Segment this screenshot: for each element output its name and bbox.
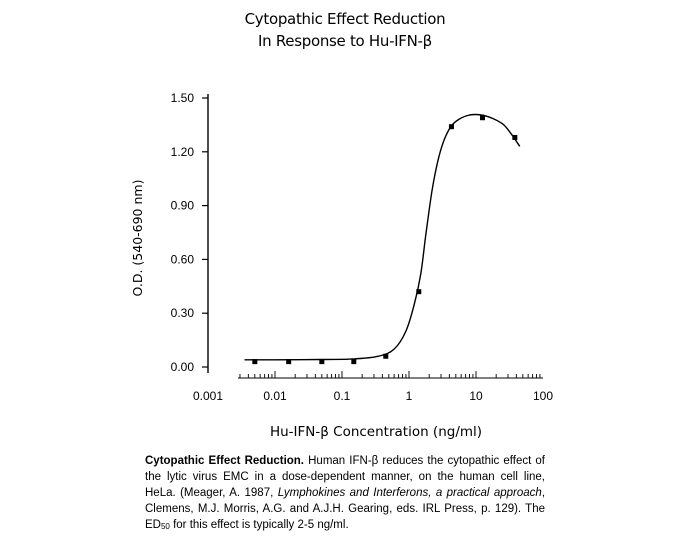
data-point bbox=[448, 124, 454, 130]
caption-subscript: 50 bbox=[160, 522, 170, 531]
y-axis-label: O.D. (540-690 nm) bbox=[130, 180, 145, 297]
y-tick-label: 0.00 bbox=[171, 360, 195, 374]
chart-title-line-1: Cytopathic Effect Reduction bbox=[244, 10, 446, 28]
data-point bbox=[416, 289, 422, 295]
caption-text-2: , Clemens, M.J. Morris, A.G. and A.J.H. … bbox=[145, 487, 546, 531]
caption-bold-lead: Cytopathic Effect Reduction. bbox=[145, 455, 305, 467]
chart-plot: 0.00 0.30 0.60 0.90 1.20 1.50 0.001 0.01 0.1 1 10 1… bbox=[130, 91, 554, 440]
caption-text-1: Human IFN-β reduces the cytopathic effec… bbox=[145, 455, 546, 499]
y-tick-label: 0.30 bbox=[171, 306, 195, 320]
caption-italic-title: Lymphokines and Interferons, a practical… bbox=[277, 487, 542, 499]
y-tick-label: 0.90 bbox=[171, 199, 195, 213]
x-tick-label: 10 bbox=[469, 389, 483, 403]
data-point bbox=[351, 359, 357, 365]
figure-caption: Cytopathic Effect Reduction. Human IFN-β… bbox=[145, 453, 545, 535]
x-tick-label: 0.001 bbox=[193, 389, 223, 403]
chart-title: Cytopathic Effect Reduction In Response … bbox=[0, 8, 690, 52]
axis-ticks: 0.00 0.30 0.60 0.90 1.20 1.50 0.001 0.01 0.1 1 10 1… bbox=[171, 91, 554, 403]
data-point bbox=[512, 134, 518, 140]
y-tick-label: 1.20 bbox=[171, 145, 195, 159]
data-point bbox=[383, 353, 389, 359]
data-point bbox=[286, 359, 292, 365]
data-point bbox=[252, 359, 258, 365]
chart-title-line-2: In Response to Hu-IFN-β bbox=[258, 32, 432, 50]
x-tick-label: 0.01 bbox=[263, 389, 287, 403]
fit-curve bbox=[244, 113, 521, 361]
y-tick-label: 0.60 bbox=[171, 252, 195, 266]
data-points-layer bbox=[252, 115, 518, 365]
y-tick-label: 1.50 bbox=[171, 91, 195, 105]
x-tick-label: 1 bbox=[406, 389, 413, 403]
data-point bbox=[319, 359, 325, 365]
axes bbox=[207, 94, 543, 379]
caption-text-3: for this effect is typically 2-5 ng/ml. bbox=[169, 519, 349, 531]
data-point bbox=[479, 115, 485, 121]
x-tick-label: 100 bbox=[533, 389, 553, 403]
x-tick-label: 0.1 bbox=[334, 389, 351, 403]
x-axis-label: Hu-IFN-β Concentration (ng/ml) bbox=[270, 424, 482, 440]
fit-curve-layer bbox=[244, 113, 521, 361]
